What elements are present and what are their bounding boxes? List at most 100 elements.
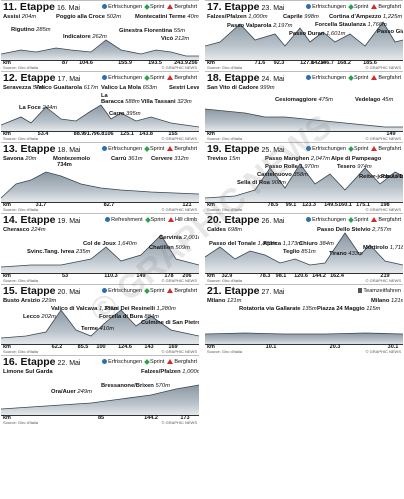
stage-panel: 14. Etappe 19. Mai Refreshment Sprint Hill c… xyxy=(1,213,199,283)
legend: Erfrischungen Sprint Bergfahrt xyxy=(99,287,197,294)
km-tick: 91.7 xyxy=(83,131,95,137)
place-label: Culmine di San Pietro 1,254m xyxy=(141,320,199,326)
legend: Erfrischungen Sprint Bergfahrt xyxy=(303,216,401,223)
km-tick: 99.1 xyxy=(285,202,297,208)
km-tick: 85 xyxy=(97,415,105,421)
km-tick: 144.2 xyxy=(312,273,326,279)
km-tick: 169 xyxy=(168,344,178,350)
profile-line xyxy=(1,309,199,339)
legend: Erfrischungen Sprint Bergfahrt xyxy=(99,74,197,81)
km-tick: 219 xyxy=(380,273,390,279)
stage-title: 13. Etappe 18. Mai xyxy=(3,144,81,156)
legend-item: Sprint xyxy=(348,145,368,152)
legend-item: Bergfahrt xyxy=(167,359,197,365)
legend-icon xyxy=(371,75,378,81)
km-tick: 82.7 xyxy=(103,202,115,208)
legend: Erfrischungen Sprint Bergfahrt xyxy=(99,145,197,152)
source-note: Source: Giro d'Italia xyxy=(207,207,243,212)
place-label: Chatillon 509m xyxy=(149,245,190,251)
km-label: km xyxy=(3,344,11,350)
place-label: Svinc.Tang. Ivrea 235m xyxy=(27,249,91,255)
km-tick: 110.3 xyxy=(104,273,118,279)
profile-area xyxy=(1,385,199,416)
elevation-profile xyxy=(1,39,199,61)
stage-date: 19. Mai xyxy=(57,218,81,225)
source-note: Source: Giro d'Italia xyxy=(207,136,243,141)
legend-item: Sprint xyxy=(144,216,165,223)
legend-item: Sprint xyxy=(144,358,164,365)
km-tick: 256 xyxy=(188,60,198,66)
place-label: 734m xyxy=(57,162,72,168)
place-label: Passo Lavaze 1,805m xyxy=(381,174,403,180)
legend-item: Bergfahrt xyxy=(371,217,401,223)
elevation-profile xyxy=(205,232,403,274)
stage-date: 25. Mai xyxy=(261,147,285,154)
stage-panel: 13. Etappe 18. Mai Erfrischungen Sprint Berg… xyxy=(1,142,199,212)
place-label: Piazza 24 Maggio 115m xyxy=(317,306,381,312)
place-label: Cervinia 2,001m xyxy=(159,235,199,241)
legend-icon xyxy=(371,4,378,10)
place-label: Treviso 15m xyxy=(207,156,241,162)
km-tick: 88.9 xyxy=(73,131,85,137)
elevation-profile xyxy=(1,309,199,345)
place-label: Falzes/Pfalzen 1,000m xyxy=(207,14,268,20)
place-label: Mortirolo 1,718m xyxy=(363,245,403,251)
place-label: Castelnuovo 358m xyxy=(257,172,308,178)
place-label: Poggio alla Croce 502m xyxy=(56,14,122,20)
km-tick: 193.5 xyxy=(148,60,162,66)
legend-item: Teamzeitfahren xyxy=(358,288,401,294)
profile-line xyxy=(1,234,199,268)
place-label: Tirano 433m xyxy=(329,251,363,257)
place-label: Passo del Tonale 1,883m xyxy=(209,241,277,247)
stage-date: 22. Mai xyxy=(57,360,81,367)
km-tick: 31.7 xyxy=(35,202,47,208)
legend-item: Sprint xyxy=(348,216,368,223)
km-tick: 168.2 xyxy=(337,60,351,66)
legend-icon xyxy=(168,217,174,223)
place-label: Indicatore 262m xyxy=(63,34,107,40)
elevation-profile xyxy=(1,384,199,416)
profile-line xyxy=(205,21,403,47)
km-tick: 173 xyxy=(180,415,190,421)
elevation-profile xyxy=(205,21,403,61)
place-label: Busto Arsizio 229m xyxy=(3,298,57,304)
stage-date: 17. Mai xyxy=(57,76,81,83)
place-label: Baracca 588m xyxy=(101,99,140,105)
km-tick: 149 xyxy=(386,131,396,137)
km-tick: 30.1 xyxy=(387,344,399,350)
legend-item: Bergfahrt xyxy=(371,146,401,152)
source-note: Source: Giro d'Italia xyxy=(3,349,39,354)
source-note: Source: Giro d'Italia xyxy=(3,65,39,70)
place-label: Valico Guaitarola 617m xyxy=(35,85,99,91)
legend-item: Bergfahrt xyxy=(371,75,401,81)
place-label: Cortina d'Ampezzo 1,225m xyxy=(329,14,403,20)
place-label: Passo Duran 1,601m xyxy=(289,31,346,37)
legend-item: Sprint xyxy=(348,3,368,10)
elevation-profile xyxy=(205,108,403,132)
legend-item: Erfrischungen xyxy=(102,288,142,294)
place-label: Vedelago 45m xyxy=(355,97,394,103)
place-label: Lecco 202m xyxy=(23,314,56,320)
stage-title: 19. Etappe 25. Mai xyxy=(207,144,285,156)
profile-line xyxy=(205,108,403,128)
legend: Erfrischungen Sprint Bergfahrt xyxy=(303,3,401,10)
place-label: Valico La Mola 653m xyxy=(101,85,158,91)
credit: © GRAPHIC NEWS xyxy=(161,349,197,354)
profile-area xyxy=(1,310,199,345)
place-label: Villa Tassani 323m xyxy=(141,99,192,105)
stage-number: 19. Etappe xyxy=(207,143,260,155)
legend-item: Erfrischungen xyxy=(306,217,346,223)
profile-area xyxy=(1,40,199,61)
stage-number: 15. Etappe xyxy=(3,285,56,297)
source-note: Source: Giro d'Italia xyxy=(207,349,243,354)
km-tick: 185.6 xyxy=(363,60,377,66)
legend-icon xyxy=(306,217,312,223)
place-label: Forcella di Bura 884m xyxy=(99,314,159,320)
profile-line xyxy=(1,384,199,410)
source-note: Source: Giro d'Italia xyxy=(3,420,39,425)
place-label: San Vito di Cadore 999m xyxy=(207,85,275,91)
km-tick: 20.3 xyxy=(329,344,341,350)
source-note: Source: Giro d'Italia xyxy=(3,136,39,141)
stage-title: 18. Etappe 24. Mai xyxy=(207,73,285,85)
